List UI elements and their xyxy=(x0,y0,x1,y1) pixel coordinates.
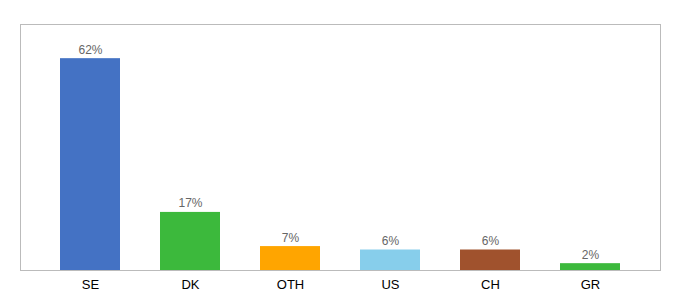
svg-text:7%: 7% xyxy=(282,231,300,245)
svg-text:62%: 62% xyxy=(78,43,102,57)
svg-text:SE: SE xyxy=(82,277,100,292)
svg-text:17%: 17% xyxy=(178,196,202,210)
svg-text:OTH: OTH xyxy=(277,277,304,292)
svg-text:GR: GR xyxy=(581,277,601,292)
svg-text:US: US xyxy=(381,277,399,292)
svg-text:2%: 2% xyxy=(582,248,600,262)
svg-text:6%: 6% xyxy=(482,234,500,248)
svg-text:6%: 6% xyxy=(382,234,400,248)
svg-text:CH: CH xyxy=(481,277,500,292)
svg-text:DK: DK xyxy=(181,277,199,292)
